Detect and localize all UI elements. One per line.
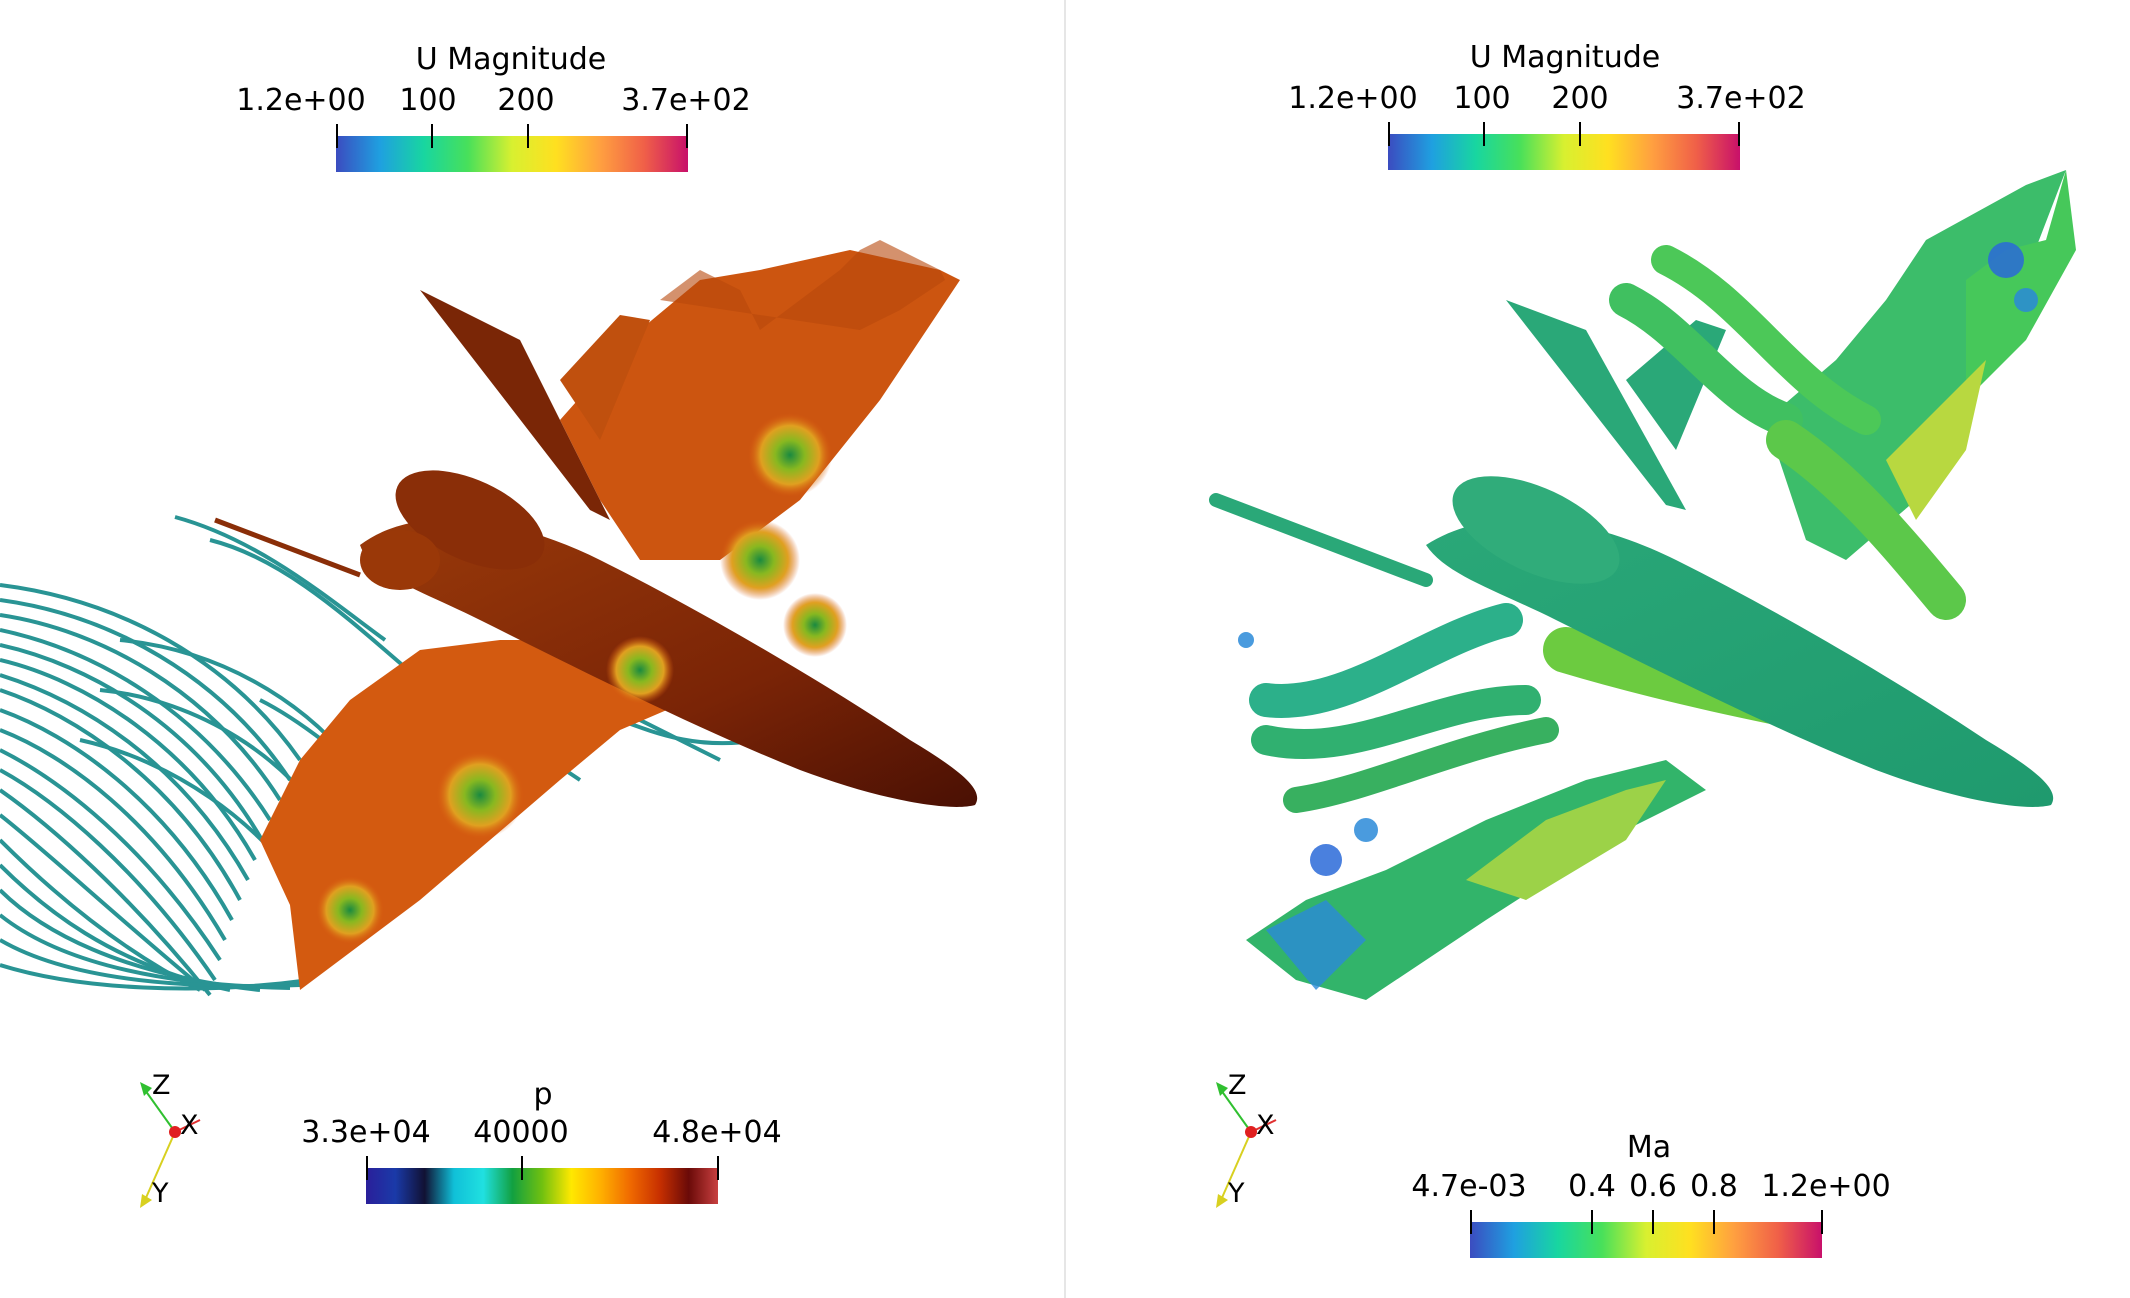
colorbar-tick-label: 100 [399, 83, 457, 118]
colorbar-tick-label: 1.2e+00 [1288, 81, 1418, 116]
colorbar-tick [686, 124, 688, 148]
right-viewport[interactable]: U Magnitude 1.2e+00 100 200 3.7e+02 Ma 4… [1066, 0, 2130, 1298]
colorbar-tick-label: 100 [1453, 81, 1511, 116]
colorbar-tick-label: 3.7e+02 [1676, 81, 1806, 116]
colorbar-tick [1738, 122, 1740, 146]
colorbar-tick [1388, 122, 1390, 146]
colorbar-tick [1652, 1210, 1654, 1234]
axis-x-label: X [180, 1110, 199, 1141]
axis-y-label: Y [152, 1178, 169, 1209]
axes-triad-icon [1216, 1082, 1277, 1208]
colorbar-tick [1579, 122, 1581, 146]
colorbar-tick [1821, 1210, 1823, 1234]
orientation-axes: Z X Y [130, 1070, 220, 1220]
colorbar-tick [1713, 1210, 1715, 1234]
colorbar-gradient [336, 136, 688, 172]
colorbar-gradient [366, 1168, 718, 1204]
axis-z-label: Z [1228, 1070, 1247, 1101]
aircraft-isosurface-render [1209, 170, 2076, 1000]
axes-triad-icon [140, 1082, 201, 1208]
colorbar-tick-label: 0.8 [1690, 1169, 1738, 1204]
colorbar-gradient [1470, 1222, 1822, 1258]
colorbar-tick-label: 1.2e+00 [1761, 1169, 1891, 1204]
colorbar-tick [1470, 1210, 1472, 1234]
colorbar-tick-label: 4.8e+04 [652, 1115, 782, 1150]
colorbar-tick [366, 1156, 368, 1180]
colorbar-tick-label: 3.3e+04 [301, 1115, 431, 1150]
colorbar-tick-label: 200 [1551, 81, 1609, 116]
axis-x-label: X [1256, 1110, 1275, 1141]
colorbar-title: Ma [1626, 1130, 1672, 1165]
colorbar-tick-label: 0.4 [1568, 1169, 1616, 1204]
colorbar-tick-label: 40000 [473, 1115, 569, 1150]
viewport-divider [1064, 0, 1066, 1298]
colorbar-tick-label: 200 [497, 83, 555, 118]
aircraft-pressure-streamlines-render [0, 240, 978, 997]
colorbar-tick [521, 1156, 523, 1180]
colorbar-tick [717, 1156, 719, 1180]
colorbar-title: U Magnitude [1469, 40, 1661, 75]
colorbar-tick-label: 1.2e+00 [236, 83, 366, 118]
orientation-axes: Z X Y [1206, 1070, 1296, 1220]
colorbar-tick [336, 124, 338, 148]
colorbar-tick [1483, 122, 1485, 146]
colorbar-tick-label: 0.6 [1629, 1169, 1677, 1204]
colorbar-tick-label: 3.7e+02 [621, 83, 751, 118]
axis-y-label: Y [1228, 1178, 1245, 1209]
left-viewport[interactable]: U Magnitude 1.2e+00 100 200 3.7e+02 p 3.… [0, 0, 1064, 1298]
axis-z-label: Z [152, 1070, 171, 1101]
colorbar-tick [527, 124, 529, 148]
colorbar-tick-label: 4.7e-03 [1411, 1169, 1527, 1204]
colorbar-title: p [533, 1077, 553, 1112]
colorbar-gradient [1388, 134, 1740, 170]
colorbar-tick [431, 124, 433, 148]
colorbar-title: U Magnitude [415, 42, 607, 77]
colorbar-tick [1591, 1210, 1593, 1234]
